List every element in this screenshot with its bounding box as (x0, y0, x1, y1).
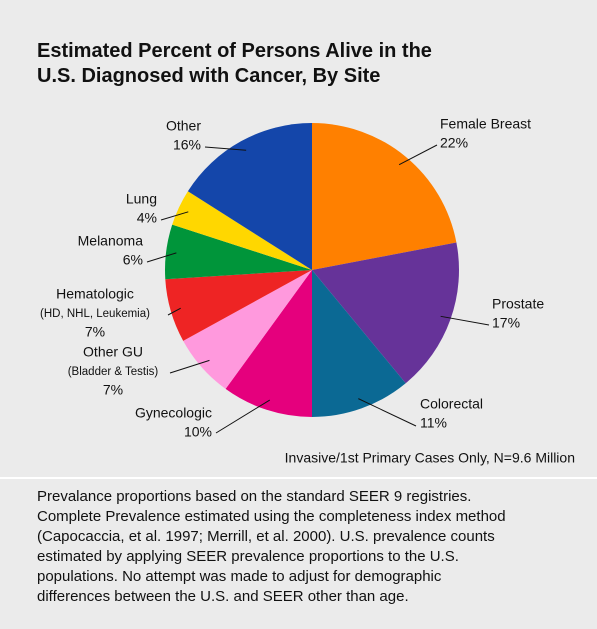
leader-line (398, 144, 438, 166)
pie-slice (225, 270, 312, 417)
slice-label: Melanoma (78, 233, 144, 249)
annotation: Invasive/1st Primary Cases Only, N=9.6 M… (285, 450, 575, 466)
leader-line (169, 359, 210, 374)
slice-label: Female Breast (440, 116, 531, 132)
leader-line (204, 146, 247, 151)
leader-line (160, 211, 189, 221)
footnote: populations. No attempt was made to adju… (37, 568, 442, 585)
footnote: estimated by applying SEER prevalence pr… (37, 548, 459, 565)
leader-line (358, 398, 417, 427)
value-label: 7% (85, 324, 105, 340)
value-label: 6% (123, 252, 143, 268)
footnote: differences between the U.S. and SEER ot… (37, 588, 409, 605)
value-label: 4% (137, 210, 157, 226)
chart-title: U.S. Diagnosed with Cancer, By Site (37, 65, 380, 87)
slice-label: Other GU (83, 344, 143, 360)
chart-title: Estimated Percent of Persons Alive in th… (37, 40, 432, 62)
pie-slice (165, 270, 312, 341)
value-label: 17% (492, 315, 520, 331)
pie-slice (172, 191, 312, 270)
value-label: 7% (103, 382, 123, 398)
slice-detail: (HD, NHL, Leukemia) (40, 308, 150, 320)
pie-slice (183, 270, 312, 389)
leader-line (167, 307, 181, 316)
footnote: Prevalance proportions based on the stan… (37, 488, 471, 505)
pie-slice (165, 224, 312, 280)
slice-label: Lung (126, 191, 157, 207)
value-label: 16% (173, 137, 201, 153)
footnote: (Capocaccia, et al. 1997; Merrill, et al… (37, 528, 495, 545)
leader-line (440, 315, 490, 326)
slice-label: Gynecologic (135, 405, 212, 421)
pie-slice (312, 242, 460, 384)
slice-label: Hematologic (56, 286, 134, 302)
footnote: Complete Prevalence estimated using the … (37, 508, 506, 525)
value-label: 22% (440, 135, 468, 151)
pie-slice (312, 270, 406, 417)
slice-label: Other (166, 118, 201, 134)
slice-detail: (Bladder & Testis) (68, 366, 159, 378)
value-label: 11% (420, 415, 447, 431)
value-label: 10% (184, 424, 212, 440)
leader-line (215, 399, 271, 434)
leader-line (146, 252, 177, 263)
pie-slice (187, 123, 312, 270)
pie-slice (312, 123, 457, 270)
slice-label: Prostate (492, 296, 544, 312)
slice-label: Colorectal (420, 396, 483, 412)
